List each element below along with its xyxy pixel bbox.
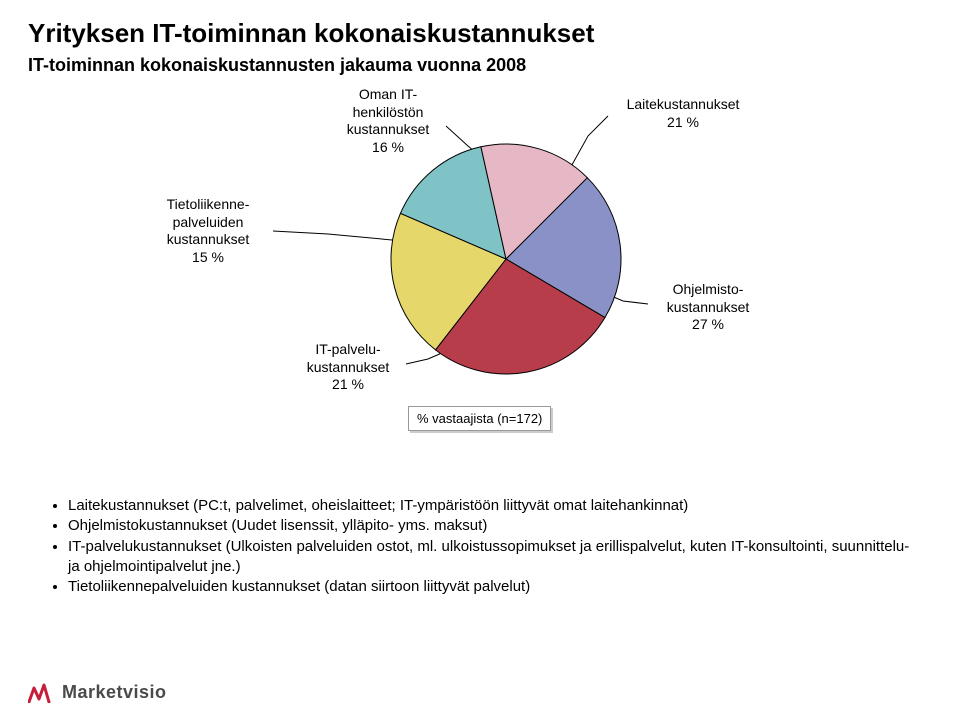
bullet-item: Tietoliikennepalveluiden kustannukset (d… bbox=[68, 577, 913, 597]
label-line: kustannukset bbox=[307, 359, 390, 375]
page-subtitle: IT-toiminnan kokonaiskustannusten jakaum… bbox=[28, 55, 931, 76]
label-line: 21 % bbox=[667, 114, 699, 130]
slice-label-tieto: Tietoliikenne- palveluiden kustannukset … bbox=[143, 196, 273, 266]
logo-text: Marketvisio bbox=[62, 682, 167, 703]
page-root: Yrityksen IT-toiminnan kokonaiskustannuk… bbox=[0, 0, 959, 723]
bullet-list: Laitekustannukset (PC:t, palvelimet, ohe… bbox=[46, 496, 913, 597]
footer-logo: Marketvisio bbox=[28, 681, 167, 703]
bullet-item: IT-palvelukustannukset (Ulkoisten palvel… bbox=[68, 537, 913, 578]
label-line: kustannukset bbox=[347, 121, 430, 137]
label-line: Laitekustannukset bbox=[627, 96, 740, 112]
label-line: Tietoliikenne- bbox=[167, 196, 250, 212]
chart-legend: % vastaajista (n=172) bbox=[408, 406, 551, 431]
label-line: 27 % bbox=[692, 316, 724, 332]
bullet-item: Laitekustannukset (PC:t, palvelimet, ohe… bbox=[68, 496, 913, 516]
label-line: henkilöstön bbox=[353, 104, 424, 120]
slice-label-ohjelmisto: Ohjelmisto- kustannukset 27 % bbox=[648, 281, 768, 334]
label-line: Oman IT- bbox=[359, 86, 417, 102]
page-title: Yrityksen IT-toiminnan kokonaiskustannuk… bbox=[28, 18, 931, 49]
pie-chart: Oman IT- henkilöstön kustannukset 16 % L… bbox=[28, 86, 931, 456]
logo-mark-icon bbox=[28, 681, 56, 703]
label-line: IT-palvelu- bbox=[315, 341, 380, 357]
label-line: Ohjelmisto- bbox=[673, 281, 744, 297]
label-line: 21 % bbox=[332, 376, 364, 392]
label-line: 15 % bbox=[192, 249, 224, 265]
slice-label-laite: Laitekustannukset 21 % bbox=[608, 96, 758, 131]
label-line: kustannukset bbox=[167, 231, 250, 247]
label-line: palveluiden bbox=[173, 214, 244, 230]
pie-svg bbox=[388, 141, 624, 377]
bullet-item: Ohjelmistokustannukset (Uudet lisenssit,… bbox=[68, 516, 913, 536]
label-line: kustannukset bbox=[667, 299, 750, 315]
